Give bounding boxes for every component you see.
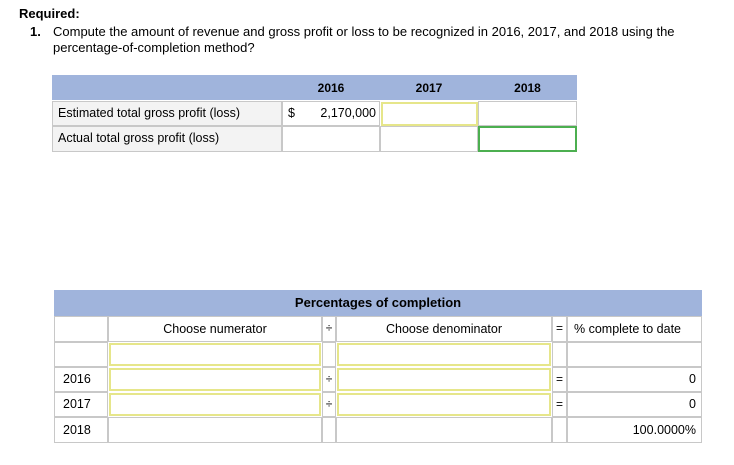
- required-heading: Required:: [19, 6, 80, 21]
- header-2016: 2016: [282, 75, 380, 100]
- year-2018: 2018: [54, 417, 108, 443]
- denominator-input-2016[interactable]: [337, 368, 551, 391]
- actual-2018-input[interactable]: [478, 126, 577, 152]
- year-2017: 2017: [54, 392, 108, 417]
- equals-cell-2018: [552, 417, 567, 443]
- header-blank: [52, 75, 282, 100]
- numerator-header: Choose numerator: [108, 316, 322, 342]
- divide-icon: ÷: [322, 316, 336, 342]
- question-number: 1.: [30, 24, 41, 39]
- numerator-cell-2018: [108, 417, 322, 443]
- estimated-2017-input[interactable]: [381, 102, 478, 126]
- completion-table-title: Percentages of completion: [54, 290, 702, 316]
- divide-icon-2017: ÷: [322, 392, 336, 417]
- result-2018: 100.0000%: [567, 417, 702, 443]
- denominator-header: Choose denominator: [336, 316, 552, 342]
- equals-icon-2017: =: [552, 392, 567, 417]
- year-header-blank: [54, 316, 108, 342]
- denominator-input-2017[interactable]: [337, 393, 551, 416]
- denominator-cell-2018: [336, 417, 552, 443]
- result-2016: 0: [567, 367, 702, 392]
- equals-icon-2016: =: [552, 367, 567, 392]
- result-cell: [567, 342, 702, 367]
- actual-2017-input[interactable]: [380, 126, 478, 152]
- divide-icon-2016: ÷: [322, 367, 336, 392]
- result-header: % complete to date: [567, 316, 702, 342]
- result-2017: 0: [567, 392, 702, 417]
- equals-cell: [552, 342, 567, 367]
- year-2016: 2016: [54, 367, 108, 392]
- year-cell: [54, 342, 108, 367]
- header-2018: 2018: [478, 75, 577, 100]
- equals-icon: =: [552, 316, 567, 342]
- estimated-2016-cell: $ 2,170,000: [282, 101, 380, 126]
- question-text: Compute the amount of revenue and gross …: [53, 24, 675, 55]
- numerator-input-2017[interactable]: [109, 393, 321, 416]
- actual-2016-input[interactable]: [282, 126, 380, 152]
- row-label-actual: Actual total gross profit (loss): [52, 126, 282, 152]
- estimated-2018-input[interactable]: [478, 101, 577, 126]
- header-2017: 2017: [380, 75, 478, 100]
- numerator-input-2016[interactable]: [109, 368, 321, 391]
- divide-cell: [322, 342, 336, 367]
- numerator-select[interactable]: [109, 343, 321, 366]
- denominator-select[interactable]: [337, 343, 551, 366]
- estimated-2016-value: 2,170,000: [320, 106, 376, 120]
- row-label-estimated: Estimated total gross profit (loss): [52, 101, 282, 126]
- divide-cell-2018: [322, 417, 336, 443]
- currency-symbol: $: [288, 106, 295, 120]
